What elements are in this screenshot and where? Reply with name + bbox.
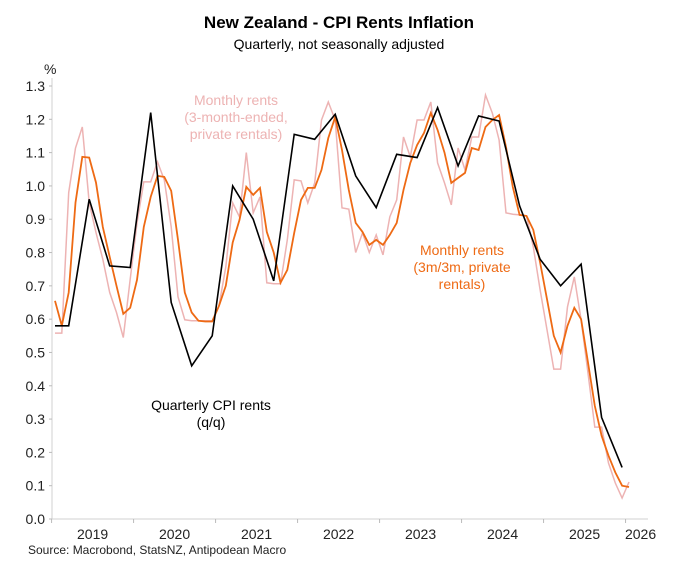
label-monthly-3m3m: Monthly rents (3m/3m, private rentals): [413, 242, 510, 292]
label-line: Quarterly CPI rents: [151, 397, 271, 413]
label-line: (q/q): [197, 414, 226, 430]
chart-subtitle: Quarterly, not seasonally adjusted: [234, 36, 445, 52]
label-line: (3-month-ended,: [184, 109, 288, 125]
y-tick-label: 1.3: [26, 78, 46, 94]
x-tick-label: 2023: [405, 526, 436, 542]
y-tick-label: 1.0: [26, 178, 46, 194]
y-tick-label: 0.8: [26, 245, 46, 261]
chart-title: New Zealand - CPI Rents Inflation: [204, 13, 474, 32]
x-tick-label: 2024: [487, 526, 518, 542]
y-tick-label: 0.0: [26, 511, 46, 527]
series-labels: Monthly rents (3-month-ended, private rent…: [151, 92, 511, 430]
y-axis-unit: %: [44, 61, 56, 77]
series-line-monthly-3m3m: [54, 110, 630, 488]
axes: 0.0 0.1 0.2 0.3 0.4 0.5 0.6 0.7 0.8 0.9 1.0 1.1 1.2 1…: [26, 78, 656, 542]
series-line-monthly-3-month-ended: [55, 92, 630, 500]
x-tick-label: 2025: [569, 526, 600, 542]
x-tick-label: 2019: [77, 526, 108, 542]
y-tick-label: 1.2: [26, 111, 46, 127]
series-lines: [54, 92, 630, 500]
x-tick-label: 2022: [323, 526, 354, 542]
label-line: private rentals): [190, 126, 283, 142]
y-tick-label: 0.4: [26, 378, 46, 394]
y-tick-label: 1.1: [26, 145, 46, 161]
source-note: Source: Macrobond, StatsNZ, Antipodean M…: [28, 543, 286, 557]
label-line: rentals): [439, 276, 486, 292]
label-line: (3m/3m, private: [413, 259, 510, 275]
x-tick-label: 2026: [625, 526, 656, 542]
y-tick-label: 0.1: [26, 478, 46, 494]
y-tick-label: 0.5: [26, 344, 46, 360]
x-tick-label: 2020: [159, 526, 190, 542]
y-tick-label: 0.6: [26, 311, 46, 327]
series-line-quarterly-cpi-rents: [55, 105, 623, 468]
y-tick-label: 0.2: [26, 444, 46, 460]
label-quarterly-cpi-rents: Quarterly CPI rents (q/q): [151, 397, 271, 430]
y-tick-label: 0.9: [26, 211, 46, 227]
y-tick-label: 0.3: [26, 411, 46, 427]
label-monthly-3-month-ended: Monthly rents (3-month-ended, private rent…: [184, 92, 288, 142]
label-line: Monthly rents: [420, 242, 504, 258]
x-tick-label: 2021: [241, 526, 272, 542]
y-tick-label: 0.7: [26, 278, 46, 294]
label-line: Monthly rents: [194, 92, 278, 108]
